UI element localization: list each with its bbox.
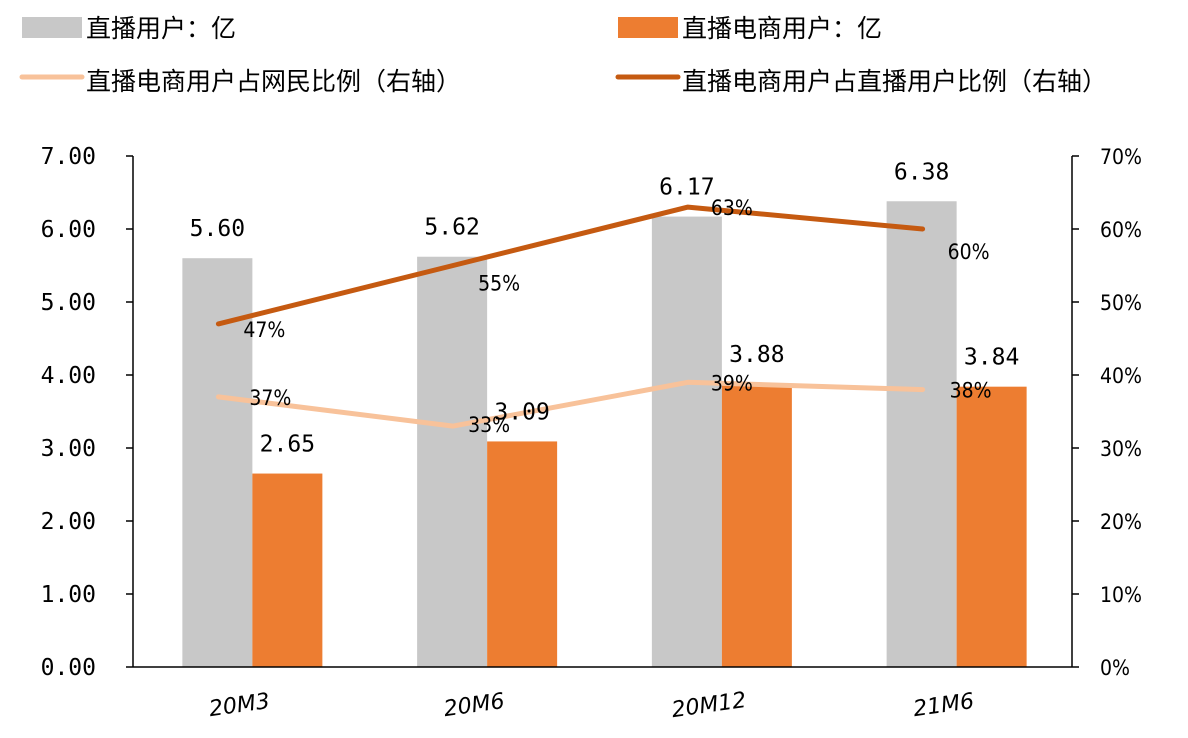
y-right-tick-label: 40% (1100, 364, 1142, 388)
line-label-2-21M6: 60% (948, 240, 990, 264)
bar-series2-21M6 (956, 386, 1027, 667)
line-label-2-20M12: 63% (711, 196, 753, 220)
legend-label-1: 直播用户：亿 (86, 14, 236, 43)
line-label-2-20M3: 47% (243, 318, 285, 342)
line-series-2 (215, 204, 926, 327)
bar-label-series1-21M6: 6.38 (894, 159, 949, 185)
bar-series1-20M12 (651, 216, 722, 667)
bar-series2-20M3 (252, 473, 323, 667)
line-label-1-20M12: 39% (711, 371, 753, 395)
y-right-tick-label: 30% (1100, 437, 1142, 461)
bar-series1-20M3 (182, 258, 253, 667)
bar-series1-20M6 (417, 256, 488, 667)
legend-label-2: 直播电商用户：亿 (682, 14, 882, 43)
bar-label-series2-20M3: 2.65 (260, 432, 315, 458)
lines-layer (215, 204, 926, 429)
line-label-2-20M6: 55% (478, 272, 520, 296)
y-right-tick-label: 20% (1100, 510, 1142, 534)
bar-label-series1-20M3: 5.60 (190, 216, 245, 242)
y-right-tick-label: 60% (1100, 218, 1142, 242)
legend-label-4: 直播电商用户占直播用户比例（右轴） (682, 67, 1107, 96)
bar-label-series2-20M12: 3.88 (729, 342, 784, 368)
line-label-1-20M3: 37% (249, 386, 291, 410)
bar-label-series2-20M6: 3.09 (494, 399, 549, 425)
legend-label-3: 直播电商用户占网民比例（右轴） (86, 67, 461, 96)
y-right-tick-label: 0% (1100, 656, 1130, 680)
y-right-tick-label: 70% (1100, 145, 1142, 169)
y-left-tick-label: 0.00 (41, 655, 96, 681)
bar-series2-20M12 (721, 383, 792, 667)
y-right-tick-label: 10% (1100, 583, 1142, 607)
legend-item-1: 直播用户：亿 (22, 14, 236, 43)
bar-label-series1-20M12: 6.17 (659, 175, 714, 201)
y-left-tick-label: 1.00 (41, 582, 96, 608)
bars-layer (182, 201, 1027, 667)
y-left-tick-label: 4.00 (41, 363, 96, 389)
legend-swatch-1 (22, 17, 82, 38)
y-left-tick-label: 7.00 (41, 144, 96, 170)
line-label-1-20M6: 33% (468, 413, 510, 437)
legend-item-4: 直播电商用户占直播用户比例（右轴） (615, 67, 1107, 96)
bar-series2-20M6 (487, 441, 558, 667)
y-left-tick-label: 3.00 (41, 436, 96, 462)
line-series-1 (215, 379, 926, 429)
y-left-tick-label: 6.00 (41, 217, 96, 243)
axes-layer: 0.00 1.00 2.00 3.00 4.00 5.00 6.00 7.00 0% 10% 20%… (41, 144, 1142, 723)
y-left-tick-label: 2.00 (41, 509, 96, 535)
y-right-tick-label: 50% (1100, 291, 1142, 315)
legend-item-3: 直播电商用户占网民比例（右轴） (19, 67, 461, 96)
legend-swatch-2 (618, 17, 678, 38)
bar-series1-21M6 (886, 201, 957, 667)
data-labels-layer: 5.60 5.62 6.17 6.38 2.65 3.09 3.88 3.84 37% 33% 39… (190, 159, 1020, 457)
x-tick-label-20M12: 20M12 (670, 688, 748, 723)
bar-label-series2-21M6: 3.84 (964, 345, 1019, 371)
x-tick-label-20M6: 20M6 (442, 689, 506, 722)
x-tick-label-21M6: 21M6 (912, 689, 976, 722)
legend-item-2: 直播电商用户：亿 (618, 14, 882, 43)
y-left-tick-label: 5.00 (41, 290, 96, 316)
x-tick-label-20M3: 20M3 (208, 689, 272, 722)
line-label-1-21M6: 38% (950, 379, 992, 403)
bar-label-series1-20M6: 5.62 (424, 215, 479, 241)
